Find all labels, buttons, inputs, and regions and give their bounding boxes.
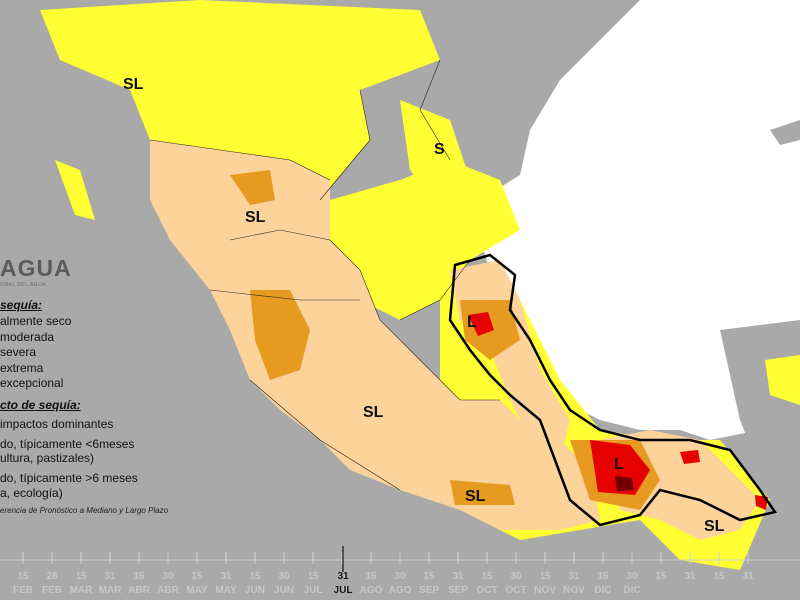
timeline-active-month: JUL	[333, 585, 353, 596]
timeline-day-label: 15	[75, 571, 87, 582]
timeline-day-label: 15	[481, 571, 493, 582]
legend-impact-long-note: a, ecología)	[0, 486, 63, 500]
legend-intensity-d3: extrema	[0, 361, 44, 375]
region-label-central: SL	[363, 404, 384, 421]
region-label-north-central: SL	[245, 209, 266, 226]
timeline-day-label: 30	[394, 571, 406, 582]
timeline-day-label: 15	[539, 571, 551, 582]
zone-extreme-east	[680, 450, 700, 464]
timeline-day-label: 31	[104, 571, 116, 582]
legend-intensity-d4: excepcional	[0, 376, 64, 390]
timeline-day-label: 15	[655, 571, 667, 582]
timeline-month-label: ABR	[128, 585, 150, 596]
timeline-day-label: 30	[162, 571, 174, 582]
region-label-south: L	[614, 456, 624, 473]
zone-moderate-main	[150, 140, 600, 530]
timeline-day-label: 30	[626, 571, 638, 582]
region-label-northeast: S	[434, 141, 445, 158]
zone-abnormally-dry-baja	[55, 160, 95, 220]
timeline-month-label: NOV	[534, 585, 556, 596]
timeline-day-label: 15	[365, 571, 377, 582]
timeline-day-label: 31	[568, 571, 580, 582]
zone-abnormally-dry-central	[330, 160, 520, 320]
timeline-month-label: JUL	[332, 585, 352, 596]
timeline-day-label: 30	[510, 571, 522, 582]
timeline-day-label: 28	[46, 571, 58, 582]
timeline-day-label: 30	[278, 571, 290, 582]
timeline-day-label: 15	[423, 571, 435, 582]
timeline-ruler	[0, 546, 800, 572]
region-label-gulf: L	[467, 314, 477, 331]
legend-impact-short-note: ultura, pastizales)	[0, 451, 95, 465]
timeline-month-label: JUN	[244, 585, 265, 596]
region-label-northwest: SL	[123, 76, 144, 93]
zone-severe-west	[250, 290, 310, 380]
zone-extreme-south	[590, 440, 650, 495]
timeline: 15 28 15 31 15 30 15 31 15 30 15 31 15 30 15 31 15 30 15 31…	[0, 542, 800, 600]
timeline-month-label: MAY	[186, 585, 208, 596]
timeline-month-label: FEB	[13, 585, 33, 596]
legend-intensity-d1: moderada	[0, 330, 55, 344]
timeline-month-label: NOV	[563, 585, 585, 596]
legend-impact-title: cto de sequía:	[0, 398, 81, 412]
timeline-day-label: 15	[713, 571, 725, 582]
timeline-month-label: MAR	[98, 585, 122, 596]
zone-severe-coast	[450, 480, 515, 505]
legend-impact-dominant: impactos dominantes	[0, 417, 114, 431]
timeline-month-label: OCT	[505, 585, 527, 596]
timeline-month-label: ABR	[157, 585, 179, 596]
impact-outline-gulf	[448, 253, 778, 527]
timeline-active-day: 31	[337, 571, 349, 582]
timeline-month-label: AGO	[388, 585, 412, 596]
timeline-month-label: DIC	[623, 585, 641, 596]
yucatan-landmass	[720, 320, 800, 470]
timeline-day-label: 31	[336, 571, 348, 582]
timeline-month-label: MAR	[69, 585, 93, 596]
timeline-day-label: 31	[742, 571, 754, 582]
region-label-pacific: SL	[465, 488, 486, 505]
timeline-day-label: 31	[220, 571, 232, 582]
zone-abnormally-dry-north	[40, 0, 440, 240]
org-subtitle: ONAL DEL AGUA	[0, 282, 47, 288]
timeline-month-label: FEB	[42, 585, 62, 596]
legend-impact-long: do, típicamente >6 meses	[0, 471, 138, 485]
timeline-month-label: SEP	[447, 585, 468, 596]
zone-abnormally-dry-coast	[400, 100, 470, 210]
timeline-day-label: 31	[684, 571, 696, 582]
org-logo: AGUA	[0, 255, 72, 281]
timeline-month-label: MAY	[215, 585, 237, 596]
timeline-day-label: 15	[133, 571, 145, 582]
timeline-month-label: JUL	[303, 585, 323, 596]
legend-source: erencia de Pronóstico a Mediano y Largo …	[0, 506, 169, 515]
timeline-month-label: SEP	[418, 585, 439, 596]
timeline-day-label: 15	[17, 571, 29, 582]
zone-severe-north	[230, 170, 275, 205]
timeline-month-label: JUN	[273, 585, 294, 596]
timeline-day-label: 15	[191, 571, 203, 582]
state-boundaries	[149, 59, 500, 491]
zone-exceptional	[615, 476, 634, 491]
timeline-day-label: 15	[307, 571, 319, 582]
timeline-month-label: DIC	[594, 585, 612, 596]
zone-extreme-gulf	[468, 312, 494, 336]
timeline-day-label: 15	[597, 571, 609, 582]
baja-peninsula	[40, 80, 130, 280]
timeline-month-label: OCT	[476, 585, 498, 596]
timeline-day-label: 15	[249, 571, 261, 582]
zone-abnormally-dry-yucatan	[765, 355, 800, 405]
island-cuba	[770, 120, 800, 145]
timeline-month-label: AGO	[359, 585, 383, 596]
region-label-southeast: SL	[704, 518, 725, 535]
legend-intensity-d0: almente seco	[0, 314, 72, 328]
legend-intensity-d2: severa	[0, 345, 37, 359]
timeline-day-label: 31	[452, 571, 464, 582]
legend-intensity-title: sequía:	[0, 298, 43, 312]
legend-impact-short: do, típicamente <6meses	[0, 437, 135, 451]
